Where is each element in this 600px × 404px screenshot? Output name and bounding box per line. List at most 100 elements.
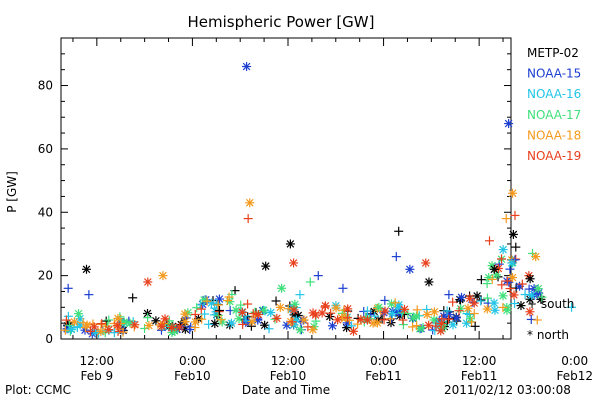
data-point xyxy=(472,291,482,301)
data-point xyxy=(508,273,518,283)
data-point xyxy=(498,291,508,301)
data-point xyxy=(436,318,446,328)
data-point xyxy=(362,306,372,316)
data-point xyxy=(214,305,224,315)
data-point xyxy=(489,264,499,274)
data-point xyxy=(533,284,543,294)
data-point xyxy=(532,315,542,325)
data-point xyxy=(476,296,486,306)
data-point xyxy=(482,293,492,303)
data-point xyxy=(238,319,248,329)
data-point xyxy=(377,314,387,324)
data-point xyxy=(398,315,408,325)
data-point xyxy=(128,293,138,303)
data-point xyxy=(143,313,153,323)
data-point xyxy=(400,304,410,314)
data-point xyxy=(482,279,492,289)
data-point xyxy=(408,313,418,323)
data-point xyxy=(525,274,535,284)
data-point xyxy=(386,299,396,309)
data-point xyxy=(424,320,434,330)
data-point xyxy=(497,280,507,290)
data-point xyxy=(527,290,537,300)
data-point xyxy=(326,308,336,318)
data-point xyxy=(394,226,404,236)
data-point xyxy=(130,320,140,330)
data-point xyxy=(507,258,517,268)
data-point xyxy=(408,322,418,332)
data-point xyxy=(431,321,441,331)
data-point xyxy=(517,279,527,289)
data-point xyxy=(196,304,206,314)
data-point xyxy=(247,317,257,327)
data-point xyxy=(295,325,305,335)
data-point xyxy=(511,242,521,252)
x-tick-time-label: 0:00 xyxy=(370,354,397,368)
data-point xyxy=(174,322,184,332)
data-point xyxy=(353,319,363,329)
y-tick-label: 40 xyxy=(38,205,53,219)
data-point xyxy=(444,290,454,300)
data-point xyxy=(289,258,299,268)
data-point xyxy=(63,283,73,293)
data-point xyxy=(391,252,401,262)
data-point xyxy=(489,298,499,308)
data-point xyxy=(222,296,232,306)
data-point xyxy=(66,324,76,334)
data-point xyxy=(343,304,353,314)
data-point xyxy=(412,305,422,315)
data-point xyxy=(180,317,190,327)
data-point xyxy=(454,306,464,316)
data-point xyxy=(264,324,274,334)
data-point xyxy=(180,309,190,319)
x-tick-date-label: Feb11 xyxy=(365,369,402,383)
y-tick-label: 60 xyxy=(38,142,53,156)
data-point xyxy=(246,321,256,331)
data-point xyxy=(285,239,295,249)
data-point xyxy=(567,302,577,312)
data-point xyxy=(502,276,512,286)
data-point xyxy=(482,304,492,314)
data-point xyxy=(245,198,255,208)
data-point xyxy=(231,305,241,315)
data-point xyxy=(436,326,446,336)
data-point xyxy=(287,317,297,327)
data-point xyxy=(448,320,458,330)
data-point xyxy=(74,309,84,319)
data-point xyxy=(484,236,494,246)
data-point xyxy=(242,62,252,72)
data-point xyxy=(216,315,226,325)
data-point xyxy=(508,229,518,239)
data-point xyxy=(204,319,214,329)
data-point xyxy=(143,277,153,287)
data-point xyxy=(237,307,247,317)
data-point xyxy=(429,307,439,317)
data-point xyxy=(537,292,547,302)
data-point xyxy=(109,328,119,338)
data-point xyxy=(60,325,70,335)
marker-legend-entry: * north xyxy=(527,328,569,342)
data-point xyxy=(81,264,91,274)
data-point xyxy=(160,314,170,324)
data-point xyxy=(275,302,285,312)
data-point xyxy=(380,306,390,316)
data-point xyxy=(317,308,327,318)
data-point xyxy=(84,290,94,300)
data-point xyxy=(167,323,177,333)
legend-entry: NOAA-17 xyxy=(527,108,581,122)
x-tick-time-label: 12:00 xyxy=(80,354,115,368)
y-axis-label: P [GW] xyxy=(5,171,19,213)
data-point xyxy=(104,325,114,335)
data-points xyxy=(60,62,577,339)
data-point xyxy=(243,214,253,224)
x-tick-time-label: 12:00 xyxy=(462,354,497,368)
data-point xyxy=(451,313,461,323)
marker-legend: + south * north xyxy=(527,297,574,342)
data-point xyxy=(327,321,337,331)
data-point xyxy=(490,305,500,315)
x-tick-time-label: 0:00 xyxy=(179,354,206,368)
data-point xyxy=(243,299,253,309)
x-tick-date-label: Feb12 xyxy=(556,369,593,383)
data-point xyxy=(63,311,73,321)
